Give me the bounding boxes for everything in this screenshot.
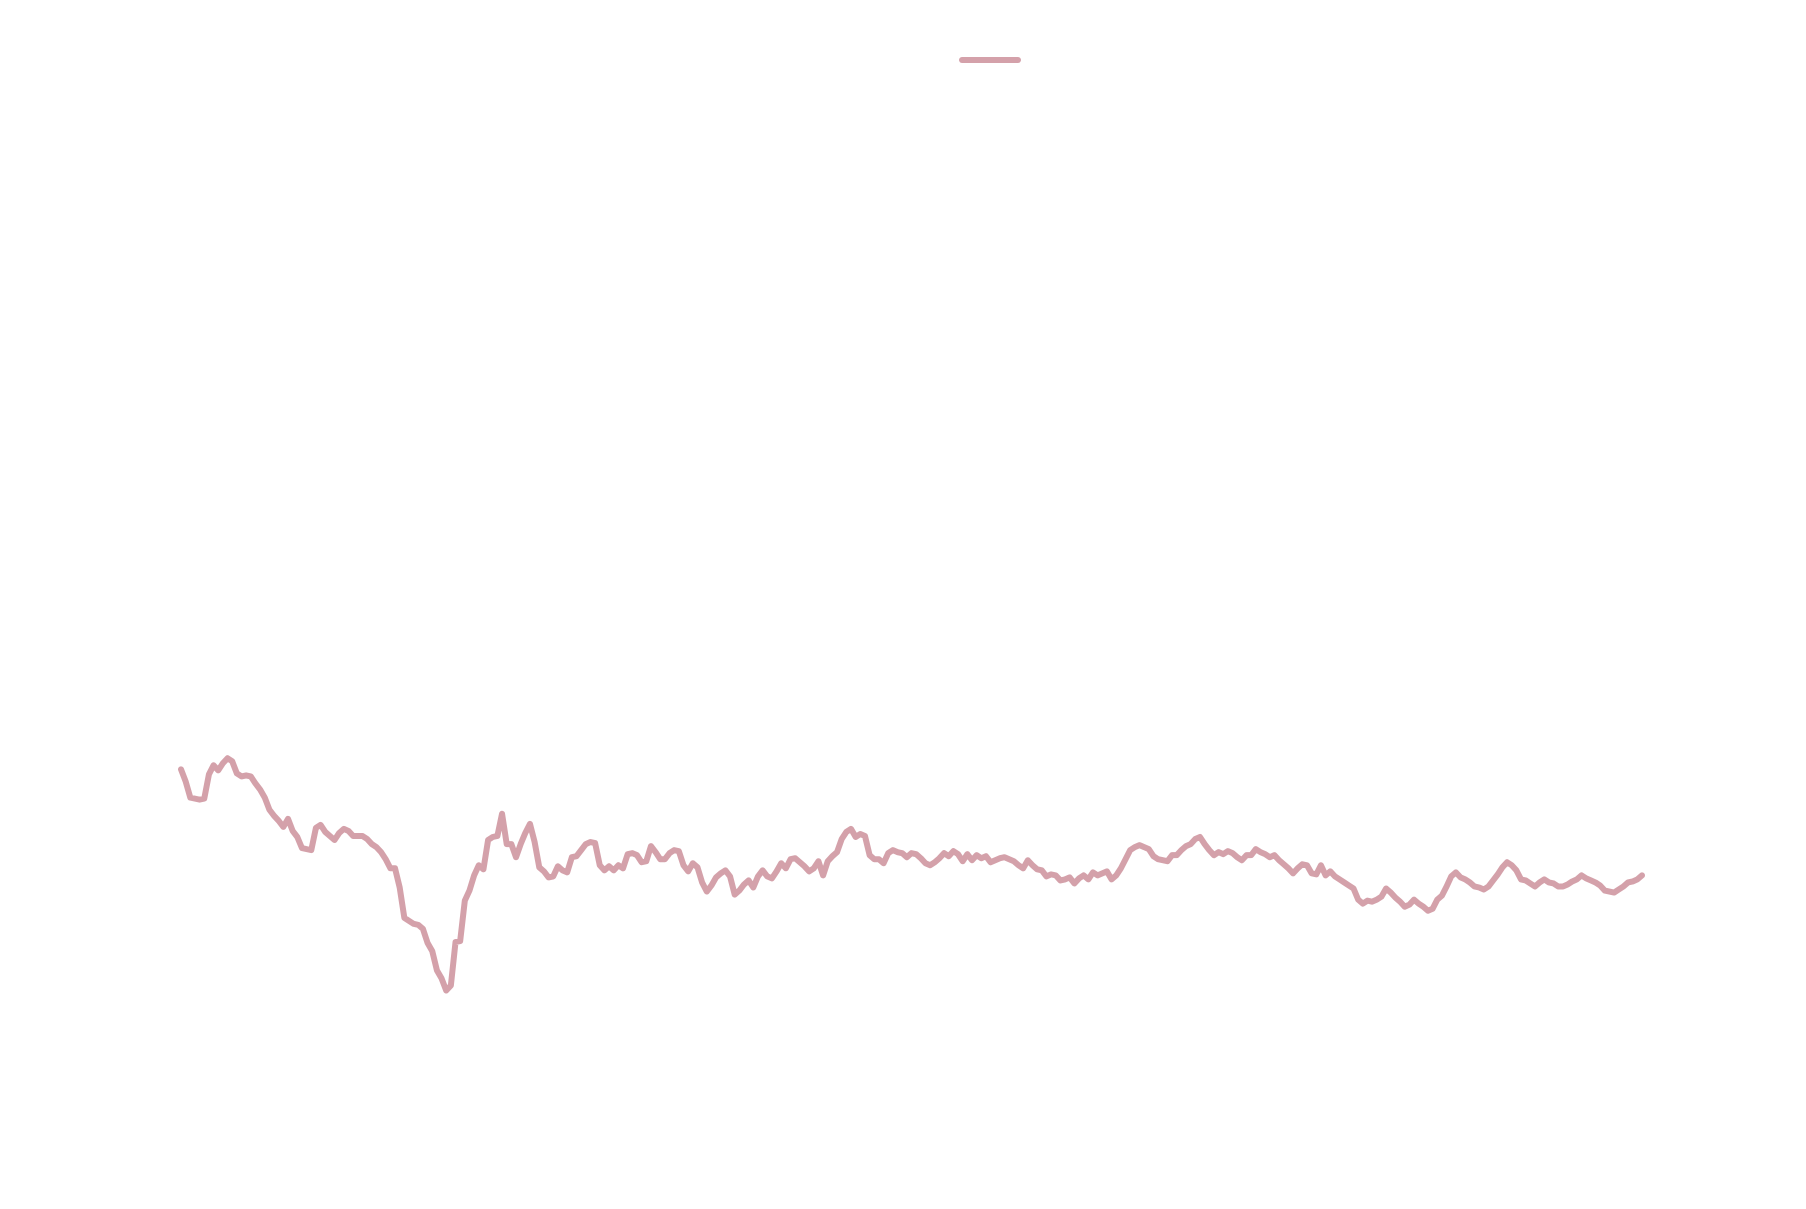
series-line-0: [178, 755, 1645, 994]
plot-area: [178, 755, 1645, 994]
